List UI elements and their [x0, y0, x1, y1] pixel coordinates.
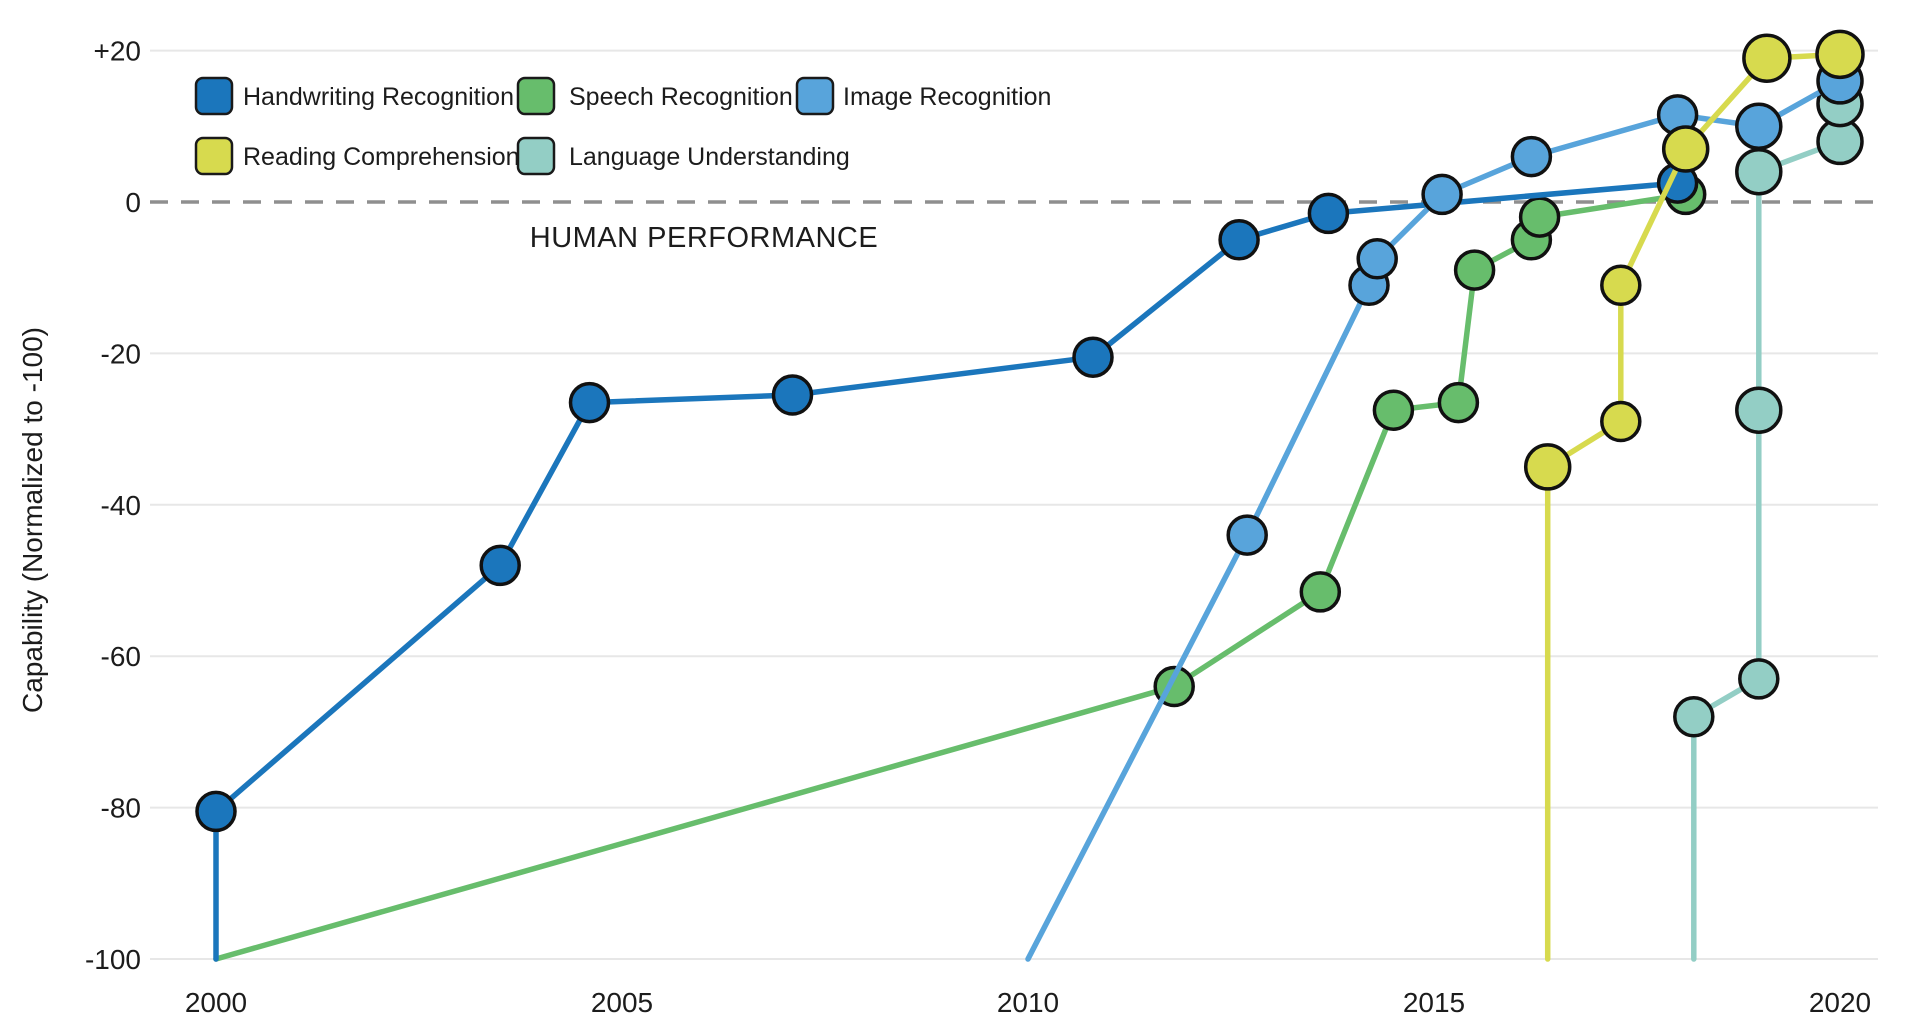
legend-label-image: Image Recognition [843, 83, 1051, 111]
data-point-speech [1299, 571, 1342, 613]
y-tick-label--100: -100 [85, 944, 141, 975]
legend-label-handwriting: Handwriting Recognition [243, 83, 514, 111]
series-handwriting [195, 162, 1699, 962]
data-point-handwriting [568, 381, 611, 424]
data-point-image [1226, 514, 1268, 556]
data-point-handwriting [1072, 336, 1114, 378]
legend-item-reading: Reading Comprehension [194, 136, 520, 176]
legend-swatch-speech-icon [516, 76, 556, 116]
series-layer [195, 29, 1865, 962]
gridlines-layer [150, 49, 1878, 960]
legend-item-image: Image Recognition [795, 76, 1051, 116]
series-image [1025, 57, 1864, 962]
data-point-language [1673, 696, 1715, 738]
x-tick-label-2015: 2015 [1403, 987, 1465, 1018]
data-point-reading [1523, 443, 1572, 491]
data-point-image [1735, 102, 1783, 151]
series-line-speech [213, 191, 1689, 962]
x-tick-label-2010: 2010 [997, 987, 1059, 1018]
data-point-speech [1437, 381, 1480, 424]
legend-label-speech: Speech Recognition [569, 83, 793, 111]
y-tick-label-+20: +20 [94, 36, 142, 67]
y-tick-label--20: -20 [101, 338, 141, 369]
legend-swatch-handwriting-icon [194, 76, 234, 116]
legend-swatch-image-icon [795, 76, 835, 116]
data-point-reading [1661, 125, 1710, 173]
data-point-language [1735, 386, 1783, 434]
data-point-handwriting [1218, 219, 1260, 261]
legend-swatch-reading-icon [194, 136, 234, 176]
series-line-language [1691, 100, 1843, 962]
legend-swatch-language-icon [516, 136, 556, 176]
series-reading [1523, 29, 1865, 962]
legend-item-handwriting: Handwriting Recognition [194, 76, 514, 116]
data-point-handwriting [479, 544, 521, 587]
data-point-handwriting [195, 790, 237, 833]
y-tick-label--80: -80 [101, 793, 141, 824]
data-point-speech [1518, 196, 1561, 238]
data-point-language [1735, 147, 1783, 196]
y-axis-title: Capability (Normalized to -100) [17, 327, 48, 713]
data-point-reading [1600, 400, 1642, 443]
x-tick-label-2000: 2000 [185, 987, 247, 1018]
legend: Handwriting Recognition Speech Recognitio… [194, 76, 1051, 176]
data-point-reading [1600, 264, 1642, 307]
data-point-speech [1453, 249, 1496, 291]
legend-label-language: Language Understanding [569, 143, 850, 171]
x-tick-label-2005: 2005 [591, 987, 653, 1018]
data-point-speech [1372, 389, 1415, 431]
data-point-image [1510, 135, 1553, 178]
data-point-language [1738, 658, 1780, 700]
data-point-handwriting [1307, 192, 1350, 235]
data-point-reading [1742, 33, 1792, 83]
data-point-image [1356, 238, 1398, 280]
legend-item-language: Language Understanding [516, 136, 850, 176]
data-point-reading [1815, 29, 1865, 80]
human-performance-annotation: HUMAN PERFORMANCE [530, 222, 878, 254]
series-line-handwriting [213, 180, 1681, 962]
y-tick-label--60: -60 [101, 641, 141, 672]
legend-label-reading: Reading Comprehension [243, 143, 520, 171]
legend-item-speech: Speech Recognition [516, 76, 793, 116]
y-tick-label--40: -40 [101, 490, 141, 521]
series-speech [213, 173, 1707, 962]
y-tick-label-0: 0 [125, 187, 141, 218]
axis-ticks-layer: +20 0 -20 -40 -60 -80 -100 2000 2005 2010 2015 2020 [85, 36, 1871, 1018]
series-language [1673, 79, 1864, 962]
x-tick-label-2020: 2020 [1809, 987, 1871, 1018]
data-point-image [1421, 173, 1463, 216]
data-point-handwriting [771, 374, 814, 416]
